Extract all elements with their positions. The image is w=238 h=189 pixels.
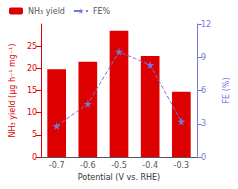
svg-text:25: 25 bbox=[27, 42, 37, 51]
svg-text:15: 15 bbox=[27, 86, 37, 95]
svg-text:0: 0 bbox=[32, 153, 37, 162]
svg-text:NH₃ yield: NH₃ yield bbox=[28, 7, 65, 16]
svg-text:FE (%): FE (%) bbox=[222, 77, 231, 103]
svg-text:Potential (V vs. RHE): Potential (V vs. RHE) bbox=[78, 173, 160, 182]
svg-text:-0.5: -0.5 bbox=[111, 161, 127, 170]
svg-text:12: 12 bbox=[201, 20, 211, 29]
svg-text:5: 5 bbox=[32, 130, 37, 139]
svg-text:NH₃ yield (μg h⁻¹ mg⁻¹): NH₃ yield (μg h⁻¹ mg⁻¹) bbox=[8, 44, 17, 138]
svg-text:9: 9 bbox=[201, 53, 206, 62]
svg-text:-0.4: -0.4 bbox=[142, 161, 158, 170]
svg-text:-0.6: -0.6 bbox=[80, 161, 96, 170]
svg-text:0: 0 bbox=[201, 153, 206, 162]
svg-text:-0.3: -0.3 bbox=[174, 161, 190, 170]
svg-text:20: 20 bbox=[27, 64, 37, 73]
svg-text:3: 3 bbox=[201, 119, 206, 128]
svg-text:-0.7: -0.7 bbox=[49, 161, 65, 170]
svg-text:6: 6 bbox=[201, 86, 206, 95]
svg-text:10: 10 bbox=[27, 108, 37, 117]
svg-text:FE%: FE% bbox=[93, 7, 111, 16]
